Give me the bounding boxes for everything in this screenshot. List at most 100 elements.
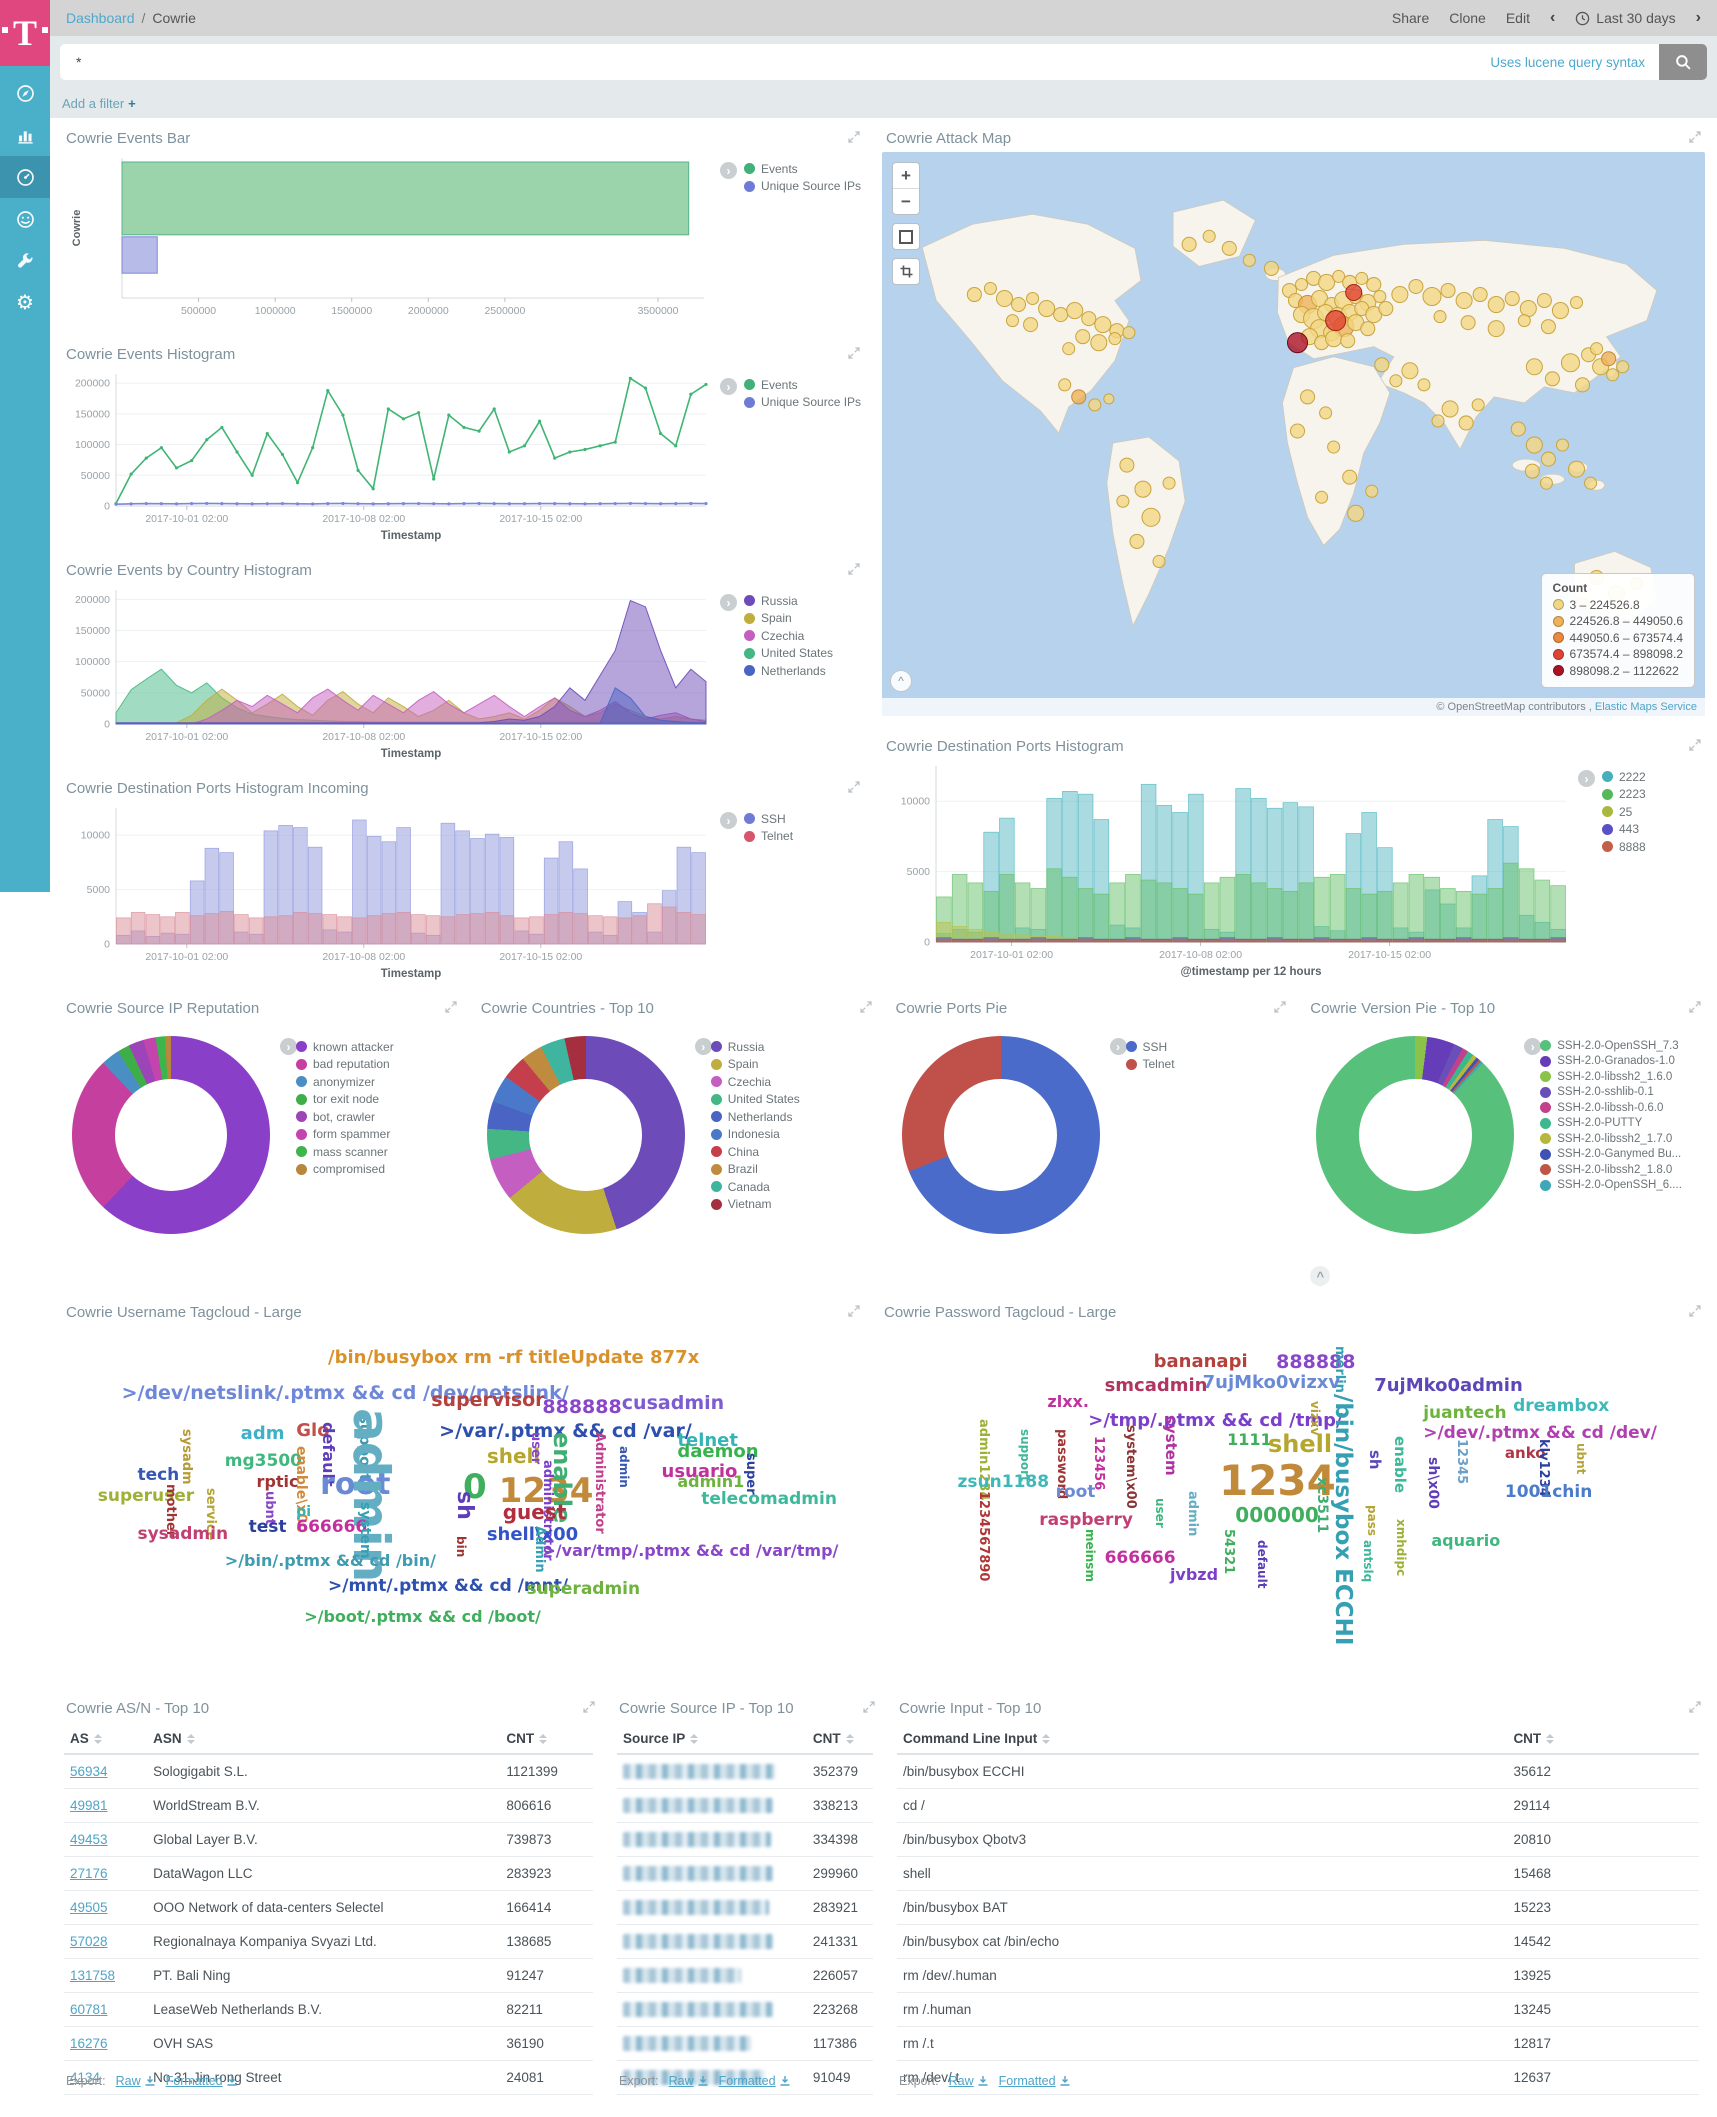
tag-word[interactable]: system\x00 (1123, 1425, 1139, 1510)
countries-donut-chart[interactable] (486, 1036, 685, 1234)
tag-word[interactable]: Glo (296, 1419, 330, 1441)
export-raw-link[interactable]: Raw (669, 2074, 709, 2088)
map-marker[interactable] (1574, 377, 1591, 393)
map-marker[interactable] (1318, 273, 1336, 291)
legend-item[interactable]: Russia (744, 594, 833, 608)
map-marker[interactable] (1090, 334, 1108, 352)
map-marker[interactable] (1347, 504, 1365, 522)
legend-item[interactable]: Events (744, 162, 861, 176)
version-donut-chart[interactable] (1316, 1036, 1515, 1234)
search-button[interactable] (1659, 44, 1707, 80)
tag-word[interactable]: 666666 (1104, 1547, 1176, 1568)
map-marker[interactable] (1472, 286, 1488, 303)
export-formatted-link[interactable]: Formatted (999, 2074, 1071, 2088)
legend-item[interactable]: SSH-2.0-libssh2_1.7.0 (1540, 1133, 1682, 1145)
tag-word[interactable]: superuser (97, 1485, 195, 1506)
tag-word[interactable]: shell\x00 (486, 1523, 579, 1545)
tag-word[interactable]: supervisor (431, 1388, 545, 1411)
reputation-donut-chart[interactable] (72, 1036, 270, 1234)
map-marker[interactable] (1365, 484, 1379, 498)
tag-word[interactable]: >/boot/.ptmx && cd /boot/ (304, 1606, 541, 1626)
map-marker[interactable] (1616, 360, 1630, 374)
legend-toggle-icon[interactable]: › (694, 1038, 712, 1055)
map-marker[interactable] (1524, 463, 1540, 479)
as-link[interactable]: 60781 (70, 2002, 108, 2017)
map-marker[interactable] (1504, 290, 1520, 307)
map-marker[interactable] (1510, 421, 1526, 437)
legend-toggle-icon[interactable]: › (1578, 770, 1595, 787)
legend-item[interactable]: SSH-2.0-PUTTY (1540, 1117, 1682, 1129)
tag-word[interactable]: 7ujMko0admin (1374, 1374, 1523, 1396)
map-marker[interactable] (1525, 436, 1543, 454)
share-button[interactable]: Share (1391, 10, 1430, 26)
map-marker[interactable] (1408, 278, 1424, 295)
map-marker[interactable] (1295, 277, 1309, 291)
map-marker[interactable] (1181, 236, 1197, 252)
map-marker[interactable] (1325, 310, 1347, 332)
legend-item[interactable]: Events (744, 378, 861, 392)
tag-word[interactable]: >/dev/.ptmx && cd /dev/ (1423, 1423, 1657, 1444)
tag-word[interactable]: jvbzd (1169, 1565, 1219, 1585)
map-marker[interactable] (1094, 316, 1112, 334)
tag-word[interactable]: bananapi (1153, 1350, 1248, 1372)
legend-item[interactable]: SSH-2.0-libssh2_1.8.0 (1540, 1164, 1682, 1176)
map-marker[interactable] (1066, 302, 1084, 320)
expand-icon[interactable] (1689, 1700, 1701, 1718)
map-marker[interactable] (1544, 371, 1560, 387)
map-marker[interactable] (1422, 286, 1442, 307)
legend-item[interactable]: tor exit node (296, 1092, 394, 1106)
expand-icon[interactable] (583, 1700, 595, 1718)
legend-item[interactable]: Unique Source IPs (744, 395, 861, 409)
map-marker[interactable] (1539, 476, 1553, 490)
as-link[interactable]: 57028 (70, 1934, 108, 1949)
legend-item[interactable]: bad reputation (296, 1057, 394, 1071)
legend-item[interactable]: SSH-2.0-sshlib-0.1 (1540, 1086, 1682, 1098)
tag-word[interactable]: juantech (1423, 1402, 1507, 1423)
map-marker[interactable] (1071, 389, 1087, 405)
tag-word[interactable]: telnet (677, 1430, 738, 1452)
map-marker[interactable] (1038, 300, 1056, 318)
expand-icon[interactable] (848, 1304, 860, 1322)
tag-word[interactable]: 666666 (296, 1516, 368, 1537)
lucene-syntax-link[interactable]: Uses lucene query syntax (1490, 54, 1645, 70)
attack-map[interactable]: + − Count 3 – 224526.8 224526.8 – 449050.… (882, 152, 1705, 716)
expand-icon[interactable] (848, 130, 860, 148)
tag-word[interactable]: >/dev/netslink/.ptmx && cd /dev/netslink… (121, 1381, 569, 1404)
legend-item[interactable]: Netherlands (744, 664, 833, 678)
tag-word[interactable]: sh (451, 1491, 477, 1520)
map-marker[interactable] (1026, 291, 1040, 306)
tag-word[interactable]: xc3511 (1314, 1477, 1331, 1534)
legend-item[interactable]: SSH (1125, 1040, 1175, 1054)
export-formatted-link[interactable]: Formatted (719, 2074, 791, 2088)
map-marker[interactable] (1319, 406, 1333, 420)
query-input[interactable] (74, 53, 1491, 71)
map-marker[interactable] (1119, 457, 1135, 473)
tag-word[interactable]: xmhdipc (1393, 1518, 1408, 1577)
edit-button[interactable]: Edit (1505, 10, 1530, 26)
map-marker[interactable] (1487, 320, 1505, 338)
map-marker[interactable] (1401, 362, 1419, 380)
expand-icon[interactable] (1689, 130, 1701, 148)
map-marker[interactable] (1360, 321, 1376, 337)
export-formatted-link[interactable]: Formatted (166, 2074, 238, 2088)
map-marker[interactable] (1315, 490, 1329, 504)
tag-word[interactable]: telecomadmin (701, 1489, 837, 1510)
breadcrumb-dashboard[interactable]: Dashboard (66, 10, 135, 26)
map-marker[interactable] (1433, 310, 1447, 324)
tag-word[interactable]: sysadm (179, 1428, 195, 1485)
map-marker[interactable] (1332, 269, 1346, 283)
map-marker[interactable] (1202, 229, 1216, 243)
expand-icon[interactable] (1689, 738, 1701, 756)
tag-word[interactable]: 1234567890 (976, 1491, 992, 1582)
map-marker[interactable] (966, 286, 982, 303)
legend-item[interactable]: China (710, 1145, 800, 1159)
clone-button[interactable]: Clone (1449, 10, 1486, 26)
map-marker[interactable] (1152, 554, 1166, 568)
tag-word[interactable]: system (1162, 1415, 1181, 1476)
tag-word[interactable]: zlxx. (1047, 1392, 1089, 1412)
map-marker[interactable] (1116, 494, 1130, 508)
expand-icon[interactable] (445, 1000, 457, 1018)
legend-toggle-icon[interactable]: › (1109, 1038, 1127, 1055)
tag-word[interactable]: sh (1366, 1449, 1385, 1470)
zoom-in-button[interactable]: + (893, 163, 919, 189)
